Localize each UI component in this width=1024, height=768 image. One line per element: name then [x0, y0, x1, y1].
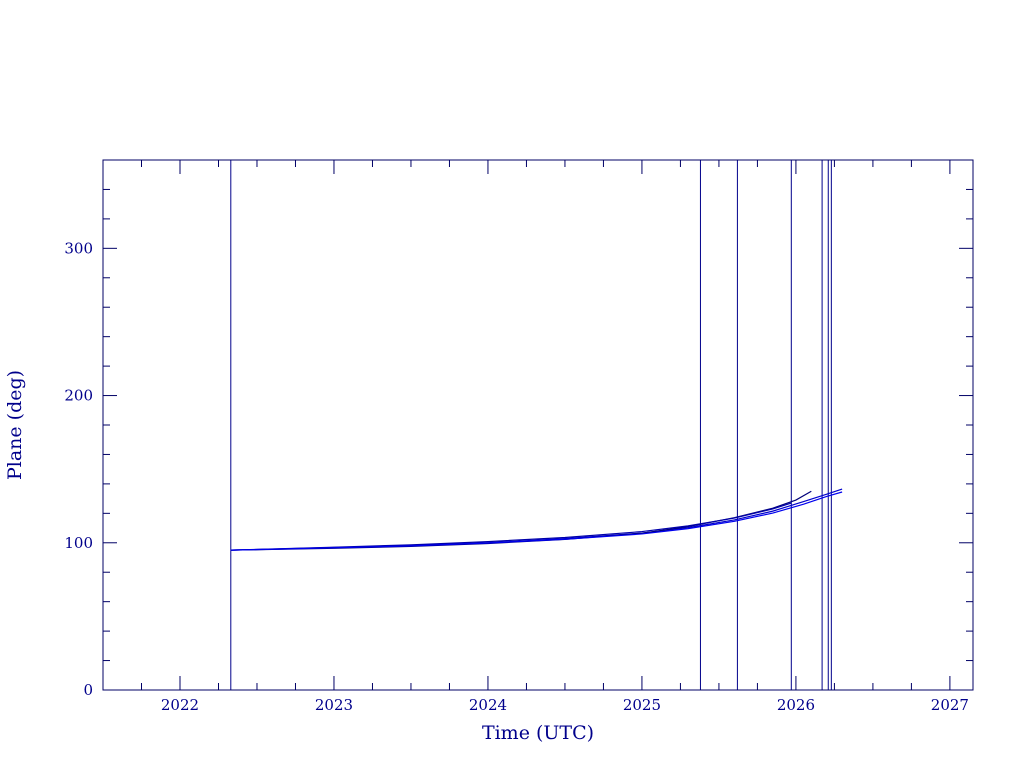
x-tick-label: 2027	[931, 696, 969, 714]
y-tick-label: 300	[64, 239, 93, 257]
plot-frame	[102, 159, 974, 691]
axis-ticks	[102, 159, 973, 691]
data-series-group	[230, 488, 843, 551]
x-tick-label: 2024	[469, 696, 507, 714]
y-tick-label: 0	[83, 681, 93, 699]
y-tick-label: 200	[64, 387, 93, 405]
x-tick-label: 2026	[777, 696, 815, 714]
x-axis-title: Time (UTC)	[482, 722, 594, 744]
y-tick-labels: 0 100 200 300	[64, 239, 93, 699]
y-axis-title: Plane (deg)	[4, 370, 26, 480]
x-tick-label: 2022	[161, 696, 199, 714]
vertical-marker-lines	[230, 160, 832, 690]
x-tick-label: 2025	[623, 696, 661, 714]
y-tick-label: 100	[64, 534, 93, 552]
x-tick-label: 2023	[315, 696, 353, 714]
series-line	[230, 502, 792, 551]
series-line	[230, 491, 843, 551]
x-tick-labels: 2022 2023 2024 2025 2026 2027	[161, 696, 969, 714]
